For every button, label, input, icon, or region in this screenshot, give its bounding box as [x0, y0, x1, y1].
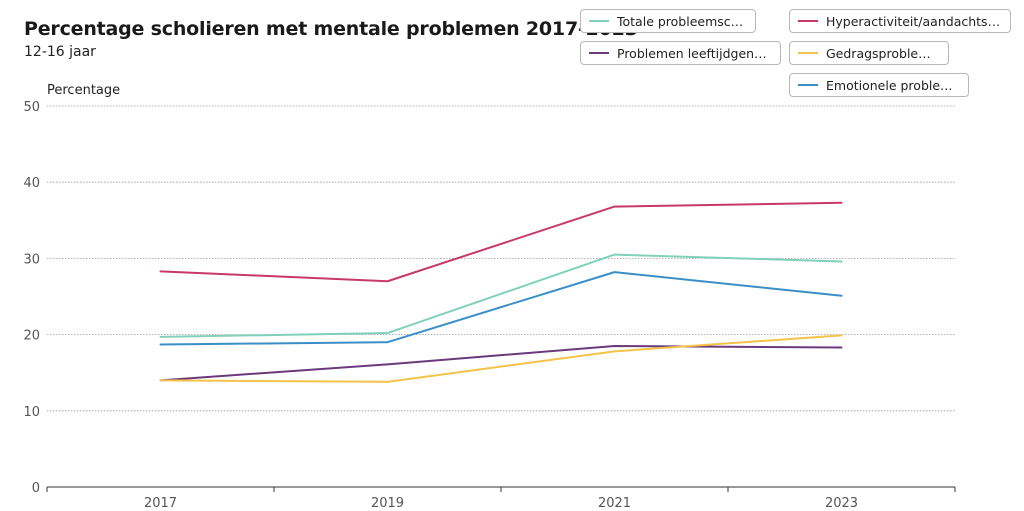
legend-swatch	[589, 52, 609, 54]
x-axis: 2017 2019 2021 2023	[46, 486, 956, 511]
y-tick-label: 20	[23, 329, 40, 344]
x-tick-label: 2023	[825, 496, 858, 511]
chart-subtitle: 12-16 jaar	[24, 44, 96, 60]
series-lines	[159, 201, 843, 383]
series-line-gedragsproblemen	[159, 334, 843, 383]
y-tick-label: 10	[23, 405, 40, 420]
series-line-problemen-leeftijdgenoten	[159, 345, 843, 382]
legend-swatch	[589, 20, 609, 22]
y-tick-label: 0	[32, 481, 40, 496]
legend-item-problemen-leeftijdgenoten[interactable]: Problemen leeftijdgenoten	[580, 41, 781, 65]
legend-swatch	[798, 84, 818, 86]
series-line-emotionele-problemen	[159, 271, 843, 346]
series-line-totale-probleemscore	[159, 253, 843, 338]
x-tick-label: 2021	[598, 496, 631, 511]
legend-swatch	[798, 52, 818, 54]
legend-swatch	[798, 20, 818, 22]
gridlines	[47, 105, 955, 412]
y-tick-label: 50	[23, 100, 40, 115]
x-tick-label: 2017	[144, 496, 177, 511]
x-tick-label: 2019	[371, 496, 404, 511]
y-axis-label: Percentage	[47, 83, 120, 98]
chart-title: Percentage scholieren met mentale proble…	[24, 18, 638, 40]
legend-item-hyperactiviteit[interactable]: Hyperactiviteit/aandachtspro…	[789, 9, 1011, 33]
legend-item-gedragsproblemen[interactable]: Gedragsproblemen	[789, 41, 949, 65]
legend-item-totale-probleemscore[interactable]: Totale probleemscore	[580, 9, 756, 33]
legend-item-emotionele-problemen[interactable]: Emotionele problemen	[789, 73, 969, 97]
series-line-hyperactiviteit-aandachtsproblemen	[159, 201, 843, 283]
y-axis-ticks: 0 10 20 30 40 50	[23, 100, 40, 496]
y-tick-label: 40	[23, 176, 40, 191]
y-tick-label: 30	[23, 252, 40, 267]
